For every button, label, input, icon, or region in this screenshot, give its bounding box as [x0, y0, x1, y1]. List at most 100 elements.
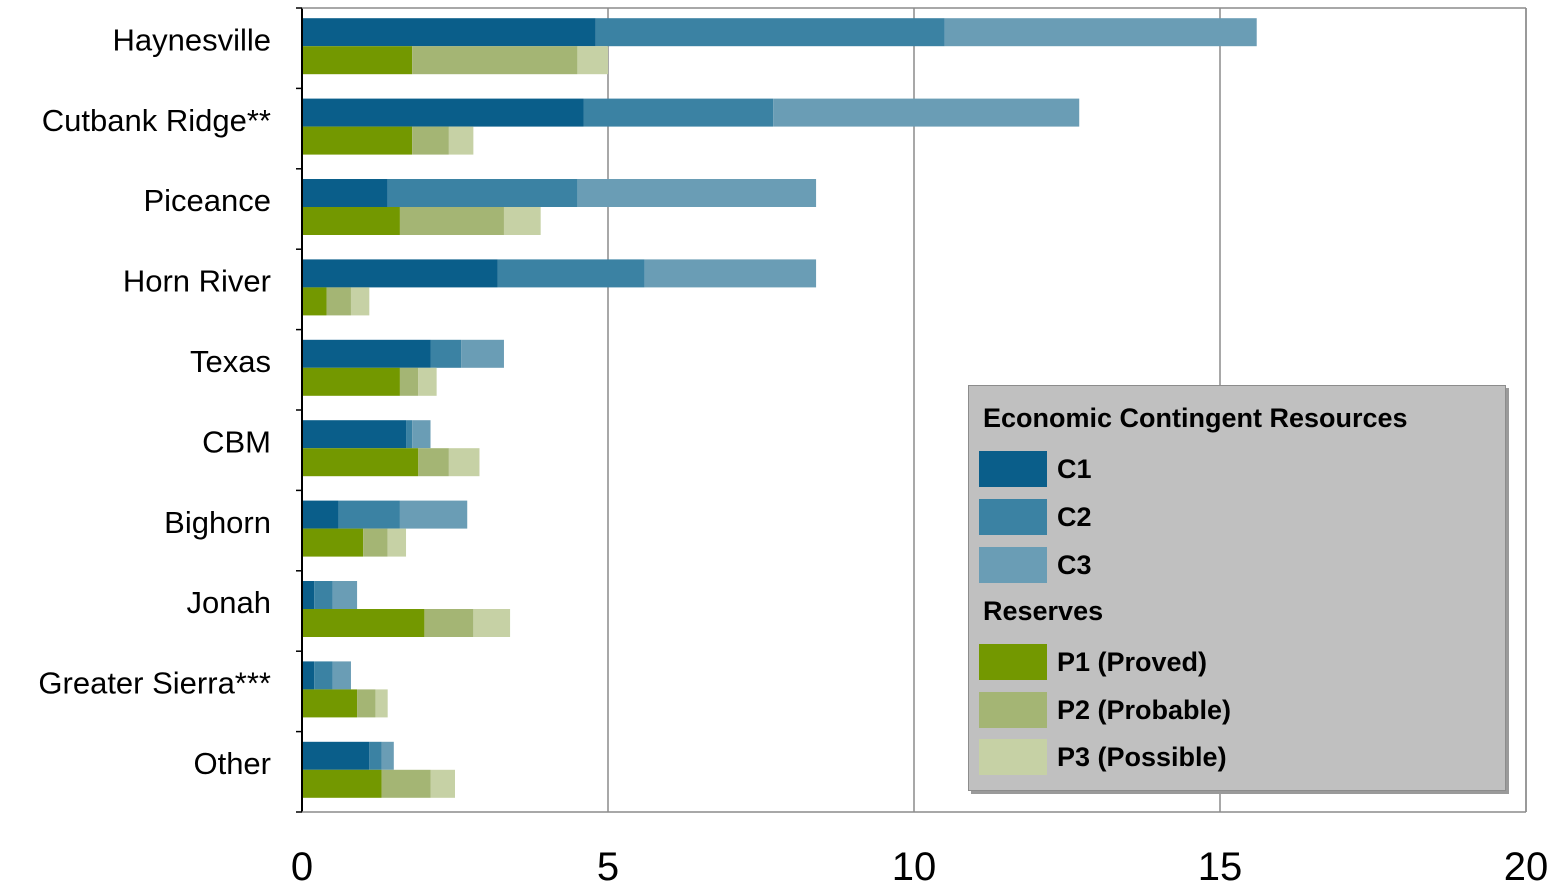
category-label-horn-river: Horn River	[123, 264, 271, 299]
bar-texas-c3	[461, 339, 504, 368]
bar-jonah-p2-probable	[424, 609, 474, 637]
bar-horn-river-c1	[302, 259, 498, 288]
legend-label-p2: P2 (Probable)	[1057, 695, 1232, 725]
bar-jonah-c3	[332, 581, 358, 609]
bar-bighorn-p2-probable	[363, 528, 388, 557]
category-label-cbm: CBM	[202, 424, 271, 459]
legend-label-p3: P3 (Possible)	[1057, 742, 1227, 772]
bar-haynesville-p1-proved	[302, 46, 413, 75]
legend-label-c1: C1	[1057, 454, 1092, 484]
bar-other-c3	[381, 741, 394, 770]
bar-horn-river-p1-proved	[302, 287, 327, 316]
bar-greater-sierra-p2-probable	[357, 689, 376, 718]
legend-swatch-p1	[979, 644, 1047, 680]
legend-label-c3: C3	[1057, 550, 1092, 580]
legend-heading-reserves: Reserves	[983, 596, 1104, 626]
legend-swatch-p2	[979, 692, 1047, 728]
bar-haynesville-c1	[302, 18, 596, 47]
bar-cutbank-ridge-c1	[302, 98, 584, 127]
category-label-cutbank-ridge: Cutbank Ridge**	[42, 103, 271, 138]
legend-heading-contingent: Economic Contingent Resources	[983, 403, 1408, 433]
bar-greater-sierra-c1	[302, 661, 315, 690]
bar-jonah-c1	[302, 581, 315, 609]
bar-cbm-c1	[302, 420, 407, 449]
legend-label-c2: C2	[1057, 502, 1092, 532]
axes	[296, 7, 1527, 813]
category-label-piceance: Piceance	[143, 183, 271, 218]
bar-bighorn-c1	[302, 500, 339, 529]
bar-cutbank-ridge-c3	[773, 98, 1080, 127]
category-label-jonah: Jonah	[187, 585, 271, 620]
bar-horn-river-p2-probable	[326, 287, 351, 316]
bar-haynesville-p2-probable	[412, 46, 578, 75]
bar-texas-c2	[430, 339, 462, 368]
category-label-haynesville: Haynesville	[112, 22, 271, 57]
bar-greater-sierra-c2	[314, 661, 333, 690]
bar-other-c1	[302, 741, 370, 770]
legend-item-p3: P3 (Possible)	[979, 739, 1499, 775]
bar-haynesville-c3	[944, 18, 1257, 47]
bar-jonah-p3-possible	[473, 609, 511, 637]
bar-greater-sierra-p1-proved	[302, 689, 358, 718]
bar-cbm-p3-possible	[448, 448, 480, 477]
bar-piceance-c2	[387, 179, 578, 207]
category-label-bighorn: Bighorn	[164, 505, 271, 540]
legend-swatch-p3	[979, 739, 1047, 775]
bar-cbm-p2-probable	[418, 448, 449, 477]
bar-piceance-c1	[302, 179, 388, 207]
bar-bighorn-c2	[338, 500, 400, 529]
bar-texas-c1	[302, 339, 431, 368]
bar-other-p2-probable	[381, 769, 431, 798]
bar-bighorn-p1-proved	[302, 528, 364, 557]
legend-swatch-c2	[979, 499, 1047, 535]
bar-haynesville-c2	[595, 18, 945, 47]
bar-other-p3-possible	[430, 769, 455, 798]
bar-horn-river-c2	[497, 259, 645, 288]
legend-item-c3: C3	[979, 547, 1499, 583]
bar-bighorn-p3-possible	[387, 528, 407, 557]
bar-cutbank-ridge-p2-probable	[412, 126, 449, 155]
bar-horn-river-c3	[644, 259, 817, 288]
bar-texas-p1-proved	[302, 367, 400, 396]
x-tick-label-20: 20	[1504, 845, 1549, 889]
x-tick-label-0: 0	[291, 845, 313, 889]
bar-cutbank-ridge-p1-proved	[302, 126, 413, 155]
bar-cutbank-ridge-p3-possible	[448, 126, 474, 155]
category-label-other: Other	[193, 746, 271, 781]
bar-texas-p2-probable	[399, 367, 419, 396]
bar-cbm-c3	[412, 420, 431, 449]
bar-piceance-c3	[577, 179, 817, 207]
bars	[302, 18, 1257, 798]
bar-other-c2	[369, 741, 382, 770]
bar-haynesville-p3-possible	[577, 46, 608, 75]
legend-item-p2: P2 (Probable)	[979, 692, 1499, 728]
bar-bighorn-c3	[399, 500, 468, 529]
bar-cutbank-ridge-c2	[583, 98, 774, 127]
bar-jonah-p1-proved	[302, 609, 425, 637]
legend-item-c2: C2	[979, 499, 1499, 535]
category-label-texas: Texas	[190, 344, 271, 379]
legend-swatch-c3	[979, 547, 1047, 583]
x-tick-label-10: 10	[892, 845, 937, 889]
category-label-greater-sierra: Greater Sierra***	[38, 666, 271, 701]
bar-piceance-p3-possible	[503, 207, 541, 235]
legend-swatch-c1	[979, 451, 1047, 487]
bar-cbm-c2	[406, 420, 413, 449]
x-tick-label-5: 5	[597, 845, 619, 889]
legend-item-p1: P1 (Proved)	[979, 644, 1499, 680]
bar-horn-river-p3-possible	[350, 287, 370, 316]
x-tick-label-15: 15	[1198, 845, 1243, 889]
bar-greater-sierra-p3-possible	[375, 689, 388, 718]
x-tick-labels: 0 5 10 15 20	[291, 845, 1548, 889]
legend-label-p1: P1 (Proved)	[1057, 647, 1208, 677]
bar-cbm-p1-proved	[302, 448, 419, 477]
legend: Economic Contingent Resources C1 C2 C3 R…	[968, 385, 1506, 791]
bar-jonah-c2	[314, 581, 333, 609]
bar-other-p1-proved	[302, 769, 382, 798]
bar-piceance-p2-probable	[399, 207, 504, 235]
bar-piceance-p1-proved	[302, 207, 400, 235]
bar-texas-p3-possible	[418, 367, 437, 396]
bar-greater-sierra-c3	[332, 661, 351, 690]
category-labels: Haynesville Cutbank Ridge** Piceance Horn R…	[38, 22, 271, 781]
